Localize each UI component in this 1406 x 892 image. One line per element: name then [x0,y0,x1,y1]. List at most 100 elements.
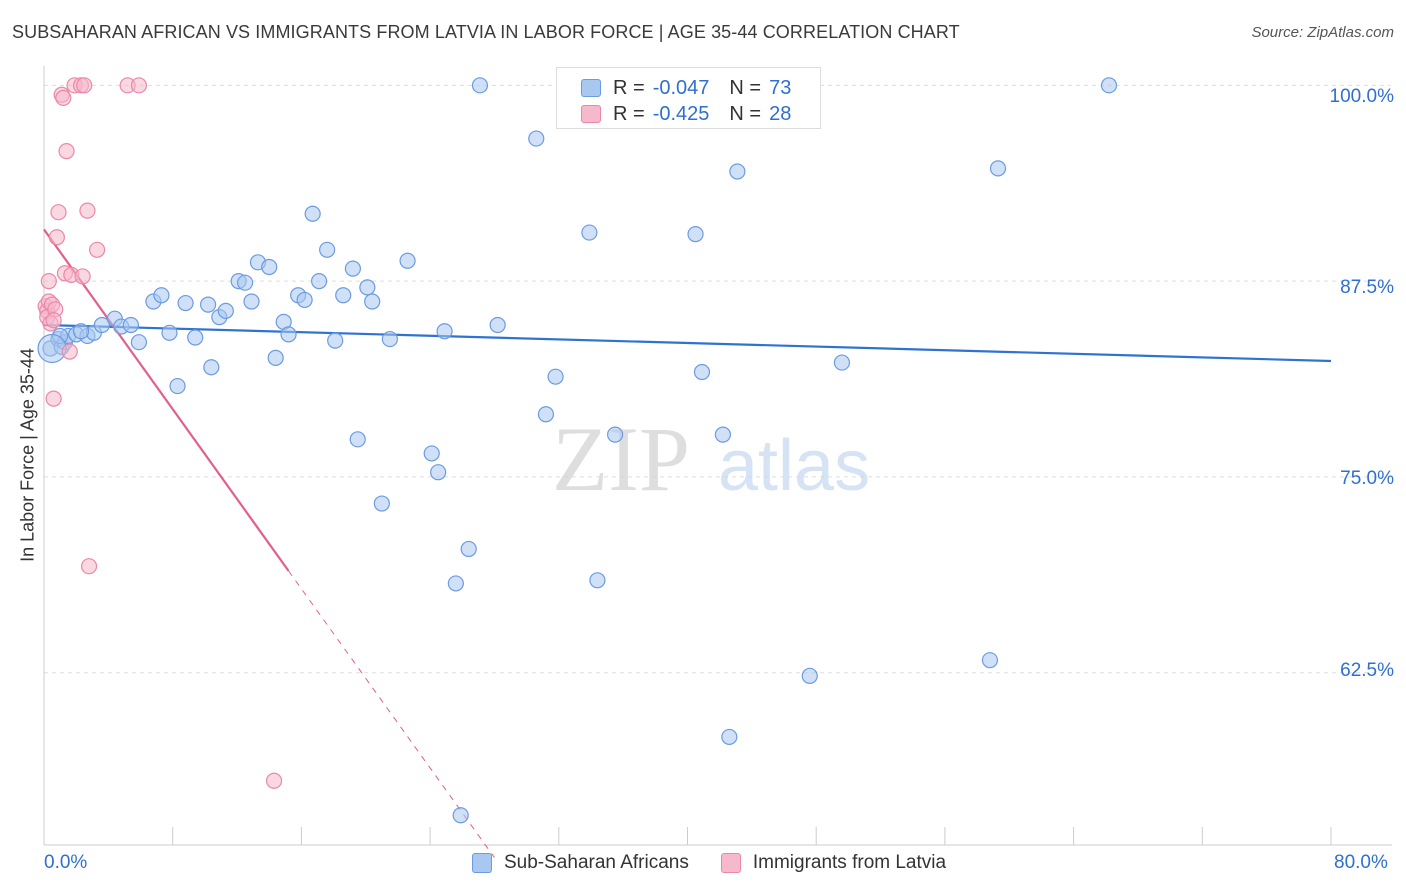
latvia-point-8 [48,229,65,246]
subsaharan-point-60 [693,363,711,381]
subsaharan-point-48 [460,540,477,558]
subsaharan-point-51 [528,130,545,147]
subsaharan-point-42 [381,330,398,348]
subsaharan-point-72 [93,316,111,334]
y-tick-label-100: 100.0% [1329,86,1394,107]
subsaharan-point-56 [589,572,606,589]
latvia-point-14 [61,343,78,360]
subsaharan-legend-swatch [472,853,492,873]
subsaharan-point-23 [236,274,254,291]
subsaharan-point-47 [447,575,464,592]
legend-label-latvia: Immigrants from Latvia [752,852,947,873]
subsaharan-point-49 [471,77,489,94]
subsaharan-point-17 [187,329,204,346]
subsaharan-point-50 [489,316,506,334]
r-label: R = [613,102,645,125]
subsaharan-point-29 [280,326,297,343]
subsaharan-point-31 [296,291,313,309]
watermark-atlas: atlas [718,426,870,506]
r-value-latvia: -0.425 [652,102,710,125]
subsaharan-point-18 [199,296,217,313]
series-legend: Sub-Saharan Africans Immigrants from Lat… [472,852,978,874]
latvia-point-9 [50,204,67,221]
subsaharan-point-45 [430,464,447,481]
subsaharan-point-27 [267,349,284,366]
latvia-point-26 [40,273,57,290]
subsaharan-point-43 [399,252,416,269]
y-tick-label-75: 75.0% [1340,468,1394,489]
subsaharan-point-14 [161,324,178,341]
subsaharan-point-66 [981,652,999,669]
y-tick-label-62-5: 62.5% [1340,660,1394,681]
subsaharan-point-32 [304,205,321,222]
subsaharan-point-59 [687,226,704,243]
subsaharan-point-13 [153,287,170,304]
chart-title: SUBSAHARAN AFRICAN VS IMMIGRANTS FROM LA… [12,22,960,42]
subsaharan-point-10 [122,316,139,334]
subsaharan-point-61 [714,426,731,443]
latvia-trendline-1 [43,228,290,572]
latvia-point-11 [55,89,72,106]
subsaharan-point-21 [217,302,234,319]
subsaharan-point-34 [319,241,336,258]
subsaharan-point-53 [547,368,564,385]
subsaharan-point-26 [261,258,278,276]
subsaharan-cluster-point [37,333,67,364]
latvia-point-22 [88,241,106,258]
latvia-swatch [581,105,601,123]
y-tick-label-87-5: 87.5% [1340,277,1394,298]
latvia-point-27 [45,312,62,329]
subsaharan-point-41 [373,495,390,512]
legend-item-latvia[interactable]: Immigrants from Latvia [720,852,947,874]
r-label: R = [613,76,645,99]
subsaharan-point-38 [349,431,366,448]
latvia-point-18 [74,268,91,285]
x-tick-label-max: 80.0% [1334,852,1388,873]
subsaharan-point-40 [364,293,381,310]
legend-label-subsaharan: Sub-Saharan Africans [504,852,689,873]
subsaharan-point-62 [721,728,738,746]
subsaharan-point-19 [203,359,220,376]
n-value-subsaharan: 73 [769,76,792,99]
subsaharan-point-35 [327,332,344,349]
watermark-zip: ZIP [552,408,690,510]
subsaharan-point-57 [607,426,624,443]
latvia-legend-swatch [720,853,741,873]
legend-item-subsaharan[interactable]: Sub-Saharan Africans [472,852,689,874]
x-tick-label-min: 0.0% [44,852,88,873]
latvia-point-25 [265,772,283,789]
subsaharan-point-71 [72,323,90,340]
subsaharan-point-37 [344,260,361,277]
n-label: N = [729,76,762,99]
latvia-point-21 [80,558,98,575]
subsaharan-point-24 [243,293,260,310]
n-value-latvia: 28 [769,102,792,125]
subsaharan-point-11 [130,334,148,351]
subsaharan-point-44 [423,445,440,462]
subsaharan-point-52 [537,406,555,423]
latvia-point-19 [76,77,93,94]
subsaharan-swatch [581,79,601,97]
latvia-point-20 [79,202,96,219]
latvia-point-24 [130,77,148,94]
n-label: N = [729,102,762,125]
r-value-subsaharan: -0.047 [652,76,710,99]
subsaharan-point-67 [989,160,1007,177]
subsaharan-point-64 [801,667,818,684]
subsaharan-point-65 [833,354,851,371]
subsaharan-point-46 [436,323,453,340]
subsaharan-point-55 [581,224,598,241]
subsaharan-point-39 [359,279,376,296]
subsaharan-point-68 [1100,77,1118,94]
stats-row-subsaharan: R = -0.047 N = 73 [581,75,791,101]
subsaharan-point-15 [169,377,186,395]
subsaharan-point-33 [310,273,328,290]
subsaharan-point-16 [177,294,194,312]
stats-legend: R = -0.047 N = 73 R = -0.425 N = 28 [556,67,821,129]
subsaharan-point-36 [335,287,352,304]
subsaharan-point-63 [729,163,746,180]
source-note: Source: ZipAtlas.com [1251,24,1394,41]
subsaharan-trendline-0 [43,323,1332,363]
stats-row-latvia: R = -0.425 N = 28 [581,101,791,127]
